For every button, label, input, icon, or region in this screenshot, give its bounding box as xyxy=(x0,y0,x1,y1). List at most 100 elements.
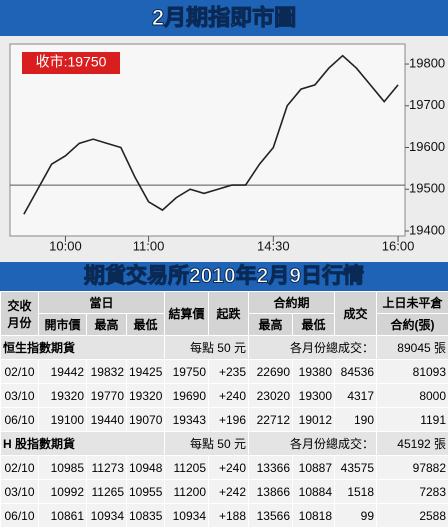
table-cell: 43575 xyxy=(335,456,377,480)
x-tick-label: 14:30 xyxy=(257,238,290,253)
table-title: 期貨交易所2010年2月9日行情 xyxy=(84,264,364,288)
header-cell: 當日 xyxy=(39,292,165,314)
section-name: H 股指數期貨 xyxy=(1,432,165,456)
table-cell: 10955 xyxy=(127,480,165,504)
table-cell: 84536 xyxy=(335,360,377,384)
table-cell: 10887 xyxy=(293,456,335,480)
table-cell: +235 xyxy=(209,360,249,384)
table-cell: 19750 xyxy=(165,360,209,384)
table-cell: 11265 xyxy=(87,480,127,504)
header-cell: 上日未平倉 xyxy=(377,292,448,314)
table-cell: 8000 xyxy=(377,384,448,408)
hd-row: 交收月份當日結算價起跌合約期成交上日未平倉 xyxy=(1,292,448,314)
table-cell: 23020 xyxy=(249,384,293,408)
sec-row: H 股指數期貨每點 50 元各月份總成交：45192 張 xyxy=(1,432,448,456)
header-text: 交收 xyxy=(3,297,36,314)
table-cell: 19380 xyxy=(293,360,335,384)
section-total-label: 各月份總成交： xyxy=(249,432,377,456)
table-cell: 22712 xyxy=(249,408,293,432)
table-cell: 19343 xyxy=(165,408,209,432)
table-cell: +240 xyxy=(209,384,249,408)
table-cell: 4317 xyxy=(335,384,377,408)
y-tick-label: 19500 xyxy=(409,181,445,196)
table-cell: 13866 xyxy=(249,480,293,504)
section-unit: 每點 50 元 xyxy=(165,336,249,360)
table-cell: 03/10 xyxy=(1,384,39,408)
table-cell: 06/10 xyxy=(1,504,39,528)
table-cell: 22690 xyxy=(249,360,293,384)
table-cell: 1518 xyxy=(335,480,377,504)
header-cell: 最低 xyxy=(293,314,335,336)
y-tick-label: 19600 xyxy=(409,139,445,154)
table-cell: +240 xyxy=(209,456,249,480)
header-cell: 開市價 xyxy=(39,314,87,336)
table-cell: 10934 xyxy=(87,504,127,528)
header-cell: 結算價 xyxy=(165,292,209,336)
header-cell: 最高 xyxy=(249,314,293,336)
table-cell: +196 xyxy=(209,408,249,432)
chart: 2月期指即市圖 收市:19750 期貨交易所2010年2月9日行情 194001… xyxy=(0,0,448,291)
x-tick-label: 16:00 xyxy=(382,238,415,253)
header-cell: 交收月份 xyxy=(1,292,39,336)
chart-title: 2月期指即市圖 xyxy=(152,5,296,30)
table-cell: 19300 xyxy=(293,384,335,408)
table-cell: 10985 xyxy=(39,456,87,480)
section-name: 恒生指數期貨 xyxy=(1,336,165,360)
table-cell: 19070 xyxy=(127,408,165,432)
x-tick-label: 10:00 xyxy=(49,238,82,253)
table-cell: 2588 xyxy=(377,504,448,528)
table-cell: +188 xyxy=(209,504,249,528)
table-cell: 19770 xyxy=(87,384,127,408)
table-cell: 13366 xyxy=(249,456,293,480)
table-cell: 03/10 xyxy=(1,480,39,504)
table-cell: 10884 xyxy=(293,480,335,504)
header-text: 月份 xyxy=(3,314,36,331)
table-cell: 81093 xyxy=(377,360,448,384)
table-cell: 11200 xyxy=(165,480,209,504)
table-cell: 19425 xyxy=(127,360,165,384)
table-cell: 19442 xyxy=(39,360,87,384)
table-cell: +242 xyxy=(209,480,249,504)
table-cell: 97882 xyxy=(377,456,448,480)
table-cell: 06/10 xyxy=(1,408,39,432)
table-cell: 10934 xyxy=(165,504,209,528)
sec-row: 恒生指數期貨每點 50 元各月份總成交：89045 張 xyxy=(1,336,448,360)
y-tick-label: 19700 xyxy=(409,97,445,112)
table-cell: 02/10 xyxy=(1,456,39,480)
table-cell: 19320 xyxy=(39,384,87,408)
table-cell: 10861 xyxy=(39,504,87,528)
table-cell: 19832 xyxy=(87,360,127,384)
header-cell: 成交 xyxy=(335,292,377,336)
y-tick-label: 19800 xyxy=(409,55,445,70)
table-cell: 190 xyxy=(335,408,377,432)
table-cell: 99 xyxy=(335,504,377,528)
section-unit: 每點 50 元 xyxy=(165,432,249,456)
table-cell: 10948 xyxy=(127,456,165,480)
table-cell: 19012 xyxy=(293,408,335,432)
section-total-label: 各月份總成交： xyxy=(249,336,377,360)
table-cell: 11273 xyxy=(87,456,127,480)
section-total: 89045 張 xyxy=(377,336,448,360)
y-tick-label: 19400 xyxy=(409,222,445,237)
table-cell: 02/10 xyxy=(1,360,39,384)
table-cell: 1191 xyxy=(377,408,448,432)
header-cell: 最低 xyxy=(127,314,165,336)
table-cell: 19690 xyxy=(165,384,209,408)
header-cell: 起跌 xyxy=(209,292,249,336)
header-cell: 最高 xyxy=(87,314,127,336)
header-cell: 合約(張) xyxy=(377,314,448,336)
table-cell: 10835 xyxy=(127,504,165,528)
section-total: 45192 張 xyxy=(377,432,448,456)
table-cell: 10992 xyxy=(39,480,87,504)
header-cell: 合約期 xyxy=(249,292,335,314)
table-cell: 11205 xyxy=(165,456,209,480)
table-cell: 19100 xyxy=(39,408,87,432)
x-tick-label: 11:00 xyxy=(133,238,165,253)
table-cell: 19440 xyxy=(87,408,127,432)
